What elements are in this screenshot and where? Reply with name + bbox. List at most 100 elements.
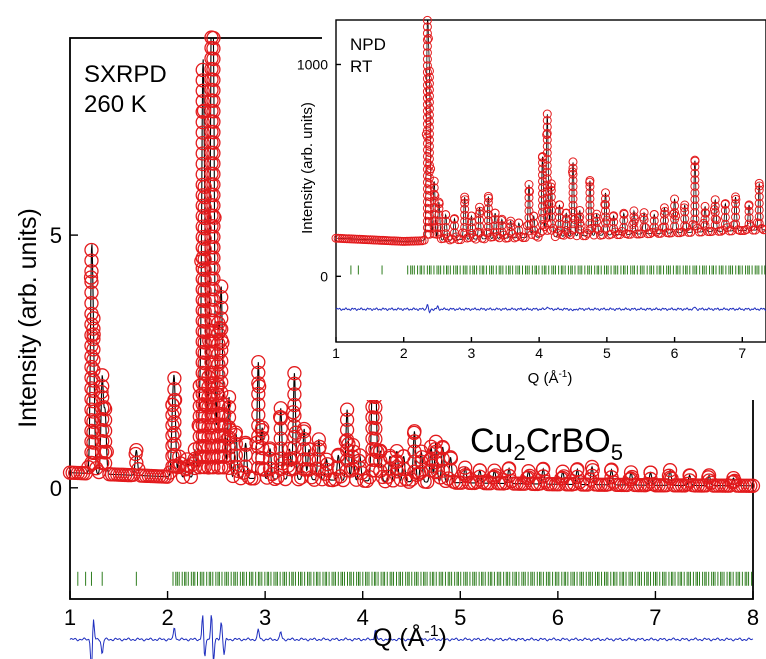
main-observed-point [682, 468, 697, 483]
inset-observed-point [609, 217, 619, 227]
main-observed-point [206, 303, 221, 318]
main-observed-point [206, 198, 221, 213]
inset-observed-point [524, 180, 534, 189]
main-observed-point [167, 403, 182, 419]
main-y-tick-label: 5 [50, 223, 62, 248]
inset-observed-point [690, 168, 700, 178]
main-observed-point [214, 332, 229, 347]
main-observed-point [273, 461, 288, 477]
main-observed-point [195, 62, 210, 78]
main-y-tick-label: 0 [50, 476, 62, 501]
main-observed-point [472, 463, 487, 478]
inset-chart: 1 2 3 4 5 6 7 0 1000 Q (Å-1) Intensity (arb. un… [297, 0, 766, 400]
main-observed-point [211, 377, 226, 393]
main-observed-point [167, 382, 182, 397]
main-observed-point [197, 459, 212, 475]
inset-observed-point [424, 148, 434, 158]
inset-observed-point [601, 188, 611, 198]
main-observed-point [287, 461, 302, 476]
inset-observed-point [443, 233, 453, 243]
inset-observed-point [424, 154, 434, 164]
inset-observed-point [424, 72, 434, 82]
inset-observed-point [710, 214, 720, 224]
inset-y-tick-label: 0 [320, 268, 328, 284]
inset-observed-point [524, 186, 534, 196]
inset-observed-point [585, 194, 595, 204]
main-series-layer [62, 30, 761, 659]
inset-annotation-technique: NPD [350, 35, 386, 54]
main-observed-point [86, 393, 101, 409]
main-observed-points [62, 30, 761, 493]
inset-observed-point [585, 218, 595, 228]
inset-observed-point [424, 104, 434, 114]
inset-observed-point [422, 28, 432, 38]
main-observed-point [273, 451, 288, 466]
main-observed-point [167, 371, 182, 386]
inset-observed-point [546, 192, 556, 202]
main-observed-point [273, 411, 288, 426]
inset-observed-point [680, 200, 690, 210]
inset-x-tick-label: 6 [671, 345, 679, 361]
main-observed-point [97, 402, 113, 417]
main-observed-point [339, 412, 355, 427]
main-observed-point [287, 366, 302, 381]
main-x-tick-label: 2 [161, 605, 173, 630]
main-observed-point [393, 472, 409, 487]
inset-observed-point [731, 192, 741, 202]
main-observed-point [197, 335, 212, 350]
main-observed-point [255, 430, 270, 446]
main-observed-point [262, 451, 278, 466]
inset-observed-point [524, 193, 534, 203]
inset-series-layer [331, 15, 766, 314]
inset-observed-point [538, 213, 548, 223]
main-x-tick-label: 8 [747, 605, 759, 630]
inset-observed-point [670, 194, 680, 204]
main-observed-point [195, 146, 210, 161]
inset-observed-point [656, 228, 666, 238]
inset-observed-point [591, 213, 601, 223]
main-x-axis-label: Q (Å-1) [373, 622, 447, 652]
main-x-ticks: 1 2 3 4 5 6 7 8 [64, 591, 759, 630]
inset-observed-point [422, 164, 432, 174]
inset-observed-point [529, 225, 539, 235]
inset-observed-point [651, 227, 661, 237]
inset-observed-point [720, 219, 730, 229]
inset-observed-point [659, 203, 669, 213]
inset-observed-point [744, 200, 754, 210]
inset-observed-point [538, 195, 548, 205]
main-observed-point [206, 166, 221, 182]
inset-observed-point [546, 179, 556, 189]
main-observed-point [270, 470, 285, 485]
inset-observed-point [422, 41, 432, 51]
inset-x-tick-label: 7 [738, 345, 746, 361]
main-observed-point [84, 264, 99, 279]
main-observed-point [197, 283, 212, 298]
inset-observed-point [561, 220, 571, 230]
inset-observed-point [506, 222, 516, 232]
main-observed-point [214, 311, 229, 326]
inset-y-tick-label: 1000 [297, 56, 328, 72]
inset-observed-point [568, 163, 578, 173]
inset-observed-point [568, 169, 578, 179]
inset-observed-point [429, 189, 439, 199]
main-observed-point [195, 219, 210, 234]
main-observed-point [368, 463, 383, 478]
inset-observed-point [483, 191, 493, 201]
inset-observed-point [659, 222, 669, 232]
inset-observed-point [629, 206, 639, 216]
main-observed-point [172, 459, 187, 474]
main-observed-point [373, 463, 388, 479]
inset-observed-point [422, 54, 432, 64]
inset-observed-point [700, 220, 710, 230]
inset-x-ticks: 1 2 3 4 5 6 7 [332, 337, 746, 361]
inset-observed-point [524, 226, 534, 236]
inset-observed-point [754, 185, 764, 195]
main-observed-point [472, 469, 487, 484]
main-observed-point [251, 407, 266, 423]
main-observed-point [197, 252, 212, 267]
main-observed-point [273, 431, 288, 446]
inset-observed-point [568, 194, 578, 204]
main-observed-point [197, 387, 212, 402]
inset-observed-point [546, 185, 556, 195]
inset-observed-point [429, 196, 439, 206]
